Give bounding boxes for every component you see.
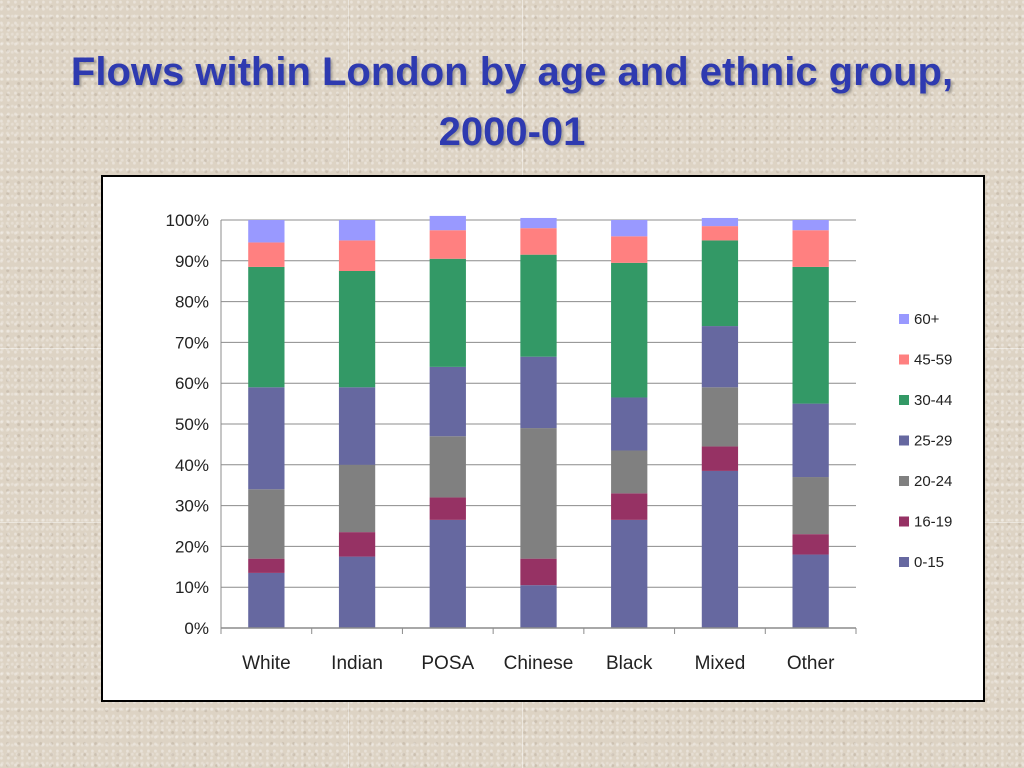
legend-label: 16-19 — [914, 514, 952, 531]
x-category-label: POSA — [421, 653, 474, 674]
y-tick-label: 80% — [175, 293, 209, 312]
legend-label: 30-44 — [914, 392, 952, 409]
x-category-label: Chinese — [504, 653, 574, 674]
bar-segment-25-29-other — [792, 403, 829, 478]
legend-label: 0-15 — [914, 554, 944, 571]
legend-swatch — [899, 395, 909, 405]
bar-segment-20-24-mixed — [701, 387, 739, 447]
bar-segment-45-59-chinese — [520, 228, 557, 255]
bar-segment-0-15-white — [248, 572, 285, 628]
bar-segment-20-24-white — [248, 489, 285, 559]
bar-segment-60+-mixed — [701, 217, 739, 227]
chart-axes: 0% 10% 20% 30% 40% 50% 60% 70% 80% 90% 100% White In… — [166, 211, 857, 674]
chart-legend: 60+ 45-59 30-44 25-29 20-24 16-19 0-15 — [899, 311, 952, 571]
bar-segment-60+-posa — [429, 215, 466, 231]
x-category-label: Other — [787, 653, 835, 674]
y-tick-label: 50% — [175, 415, 209, 434]
y-tick-label: 70% — [175, 333, 209, 352]
bar-segment-30-44-black — [611, 262, 648, 398]
y-tick-label: 10% — [175, 578, 209, 597]
x-category-label: Indian — [331, 653, 383, 674]
bar-segment-30-44-indian — [338, 271, 376, 388]
bar-segment-45-59-mixed — [701, 226, 739, 241]
bar-segment-25-29-chinese — [520, 356, 557, 429]
bar-segment-45-59-indian — [338, 240, 376, 271]
x-category-label: Black — [606, 653, 653, 674]
bar-segment-25-29-white — [248, 387, 285, 490]
bar-segment-0-15-posa — [429, 519, 466, 628]
bar-segment-20-24-black — [611, 450, 648, 494]
bar-segment-30-44-other — [792, 266, 829, 404]
stacked-bar-chart: 0% 10% 20% 30% 40% 50% 60% 70% 80% 90% 100% White In… — [166, 211, 953, 674]
bar-segment-45-59-black — [611, 236, 648, 263]
bar-segment-20-24-chinese — [520, 428, 557, 559]
y-tick-label: 30% — [175, 497, 209, 516]
bar-segment-25-29-mixed — [701, 326, 739, 388]
y-tick-label: 100% — [166, 211, 209, 230]
bar-segment-30-44-mixed — [701, 240, 739, 327]
bar-segment-20-24-indian — [338, 464, 376, 533]
bar-segment-25-29-black — [611, 397, 648, 451]
legend-swatch — [899, 314, 909, 324]
legend-swatch — [899, 557, 909, 567]
legend-swatch — [899, 435, 909, 446]
y-tick-label: 20% — [175, 537, 209, 556]
bar-segment-30-44-white — [248, 266, 285, 388]
x-category-label: Mixed — [695, 653, 746, 674]
bar-segment-60+-indian — [338, 220, 376, 241]
bar-segment-45-59-white — [248, 242, 285, 267]
bar-segment-16-19-mixed — [701, 446, 739, 471]
bar-segment-60+-black — [611, 220, 648, 237]
bar-segment-0-15-mixed — [701, 470, 739, 628]
bar-segment-30-44-chinese — [520, 254, 557, 357]
bar-segment-0-15-indian — [338, 556, 376, 628]
bar-segment-45-59-posa — [429, 230, 466, 259]
bar-segment-0-15-black — [611, 519, 648, 628]
y-tick-label: 60% — [175, 374, 209, 393]
legend-swatch — [899, 476, 909, 486]
legend-label: 45-59 — [914, 352, 952, 369]
bar-segment-16-19-posa — [429, 497, 466, 520]
x-category-label: White — [242, 653, 291, 674]
bar-segment-20-24-posa — [429, 436, 466, 498]
slide-title: Flows within London by age and ethnic gr… — [70, 50, 954, 154]
bar-segment-60+-other — [792, 220, 829, 231]
bar-segment-30-44-posa — [429, 258, 466, 367]
bar-segment-20-24-other — [792, 477, 829, 535]
bar-segment-60+-chinese — [520, 217, 557, 229]
bar-segment-25-29-indian — [338, 387, 376, 465]
bar-segment-16-19-white — [248, 558, 285, 573]
legend-label: 20-24 — [914, 473, 952, 490]
bar-segment-0-15-chinese — [520, 585, 557, 628]
bar-segment-16-19-indian — [338, 532, 376, 557]
chart-bars — [248, 215, 829, 628]
y-tick-label: 40% — [175, 456, 209, 475]
legend-label: 25-29 — [914, 433, 952, 450]
bar-segment-16-19-black — [611, 493, 648, 520]
bar-segment-60+-white — [248, 220, 285, 243]
bar-segment-16-19-chinese — [520, 558, 557, 586]
y-tick-label: 0% — [184, 619, 209, 638]
chart-frame: 0% 10% 20% 30% 40% 50% 60% 70% 80% 90% 100% White In… — [101, 175, 985, 702]
bar-segment-45-59-other — [792, 230, 829, 267]
legend-swatch — [899, 516, 909, 527]
bar-segment-16-19-other — [792, 534, 829, 555]
legend-swatch — [899, 354, 909, 365]
bar-segment-25-29-posa — [429, 366, 466, 437]
y-tick-label: 90% — [175, 252, 209, 271]
legend-label: 60+ — [914, 311, 940, 328]
bar-segment-0-15-other — [792, 554, 829, 628]
